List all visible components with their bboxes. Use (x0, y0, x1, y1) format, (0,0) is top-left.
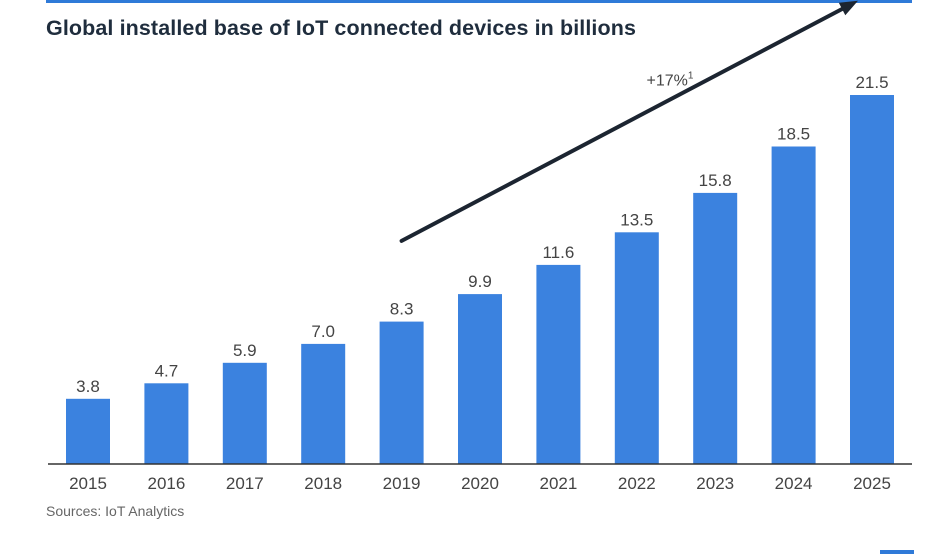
tick-label-2022: 2022 (618, 474, 656, 493)
growth-annotation-footnote: 1 (688, 71, 694, 82)
value-label-2023: 15.8 (699, 171, 732, 190)
value-label-2017: 5.9 (233, 341, 257, 360)
bars-group (66, 95, 894, 465)
tick-label-2021: 2021 (539, 474, 577, 493)
tick-label-2024: 2024 (775, 474, 813, 493)
source-note: Sources: IoT Analytics (46, 503, 185, 519)
tick-label-2015: 2015 (69, 474, 107, 493)
value-label-2018: 7.0 (311, 322, 335, 341)
growth-annotation-label: +17%1 (647, 71, 694, 90)
tick-label-2019: 2019 (383, 474, 421, 493)
growth-arrow-head (838, 0, 858, 16)
bar-2023 (693, 192, 738, 464)
value-labels-group: 3.8 4.7 5.9 7.0 8.3 9.9 11.6 13.5 15.8 18.5 21.5 (76, 73, 888, 396)
value-label-2022: 13.5 (620, 210, 653, 229)
bar-2019 (379, 321, 424, 464)
corner-accent (880, 550, 914, 554)
bar-2022 (614, 232, 659, 464)
bar-2017 (222, 362, 267, 465)
tick-label-2017: 2017 (226, 474, 264, 493)
bar-2024 (771, 146, 816, 464)
value-label-2024: 18.5 (777, 125, 810, 144)
tick-label-2018: 2018 (304, 474, 342, 493)
value-label-2016: 4.7 (155, 361, 179, 380)
value-label-2015: 3.8 (76, 377, 100, 396)
bar-2020 (458, 294, 502, 464)
value-label-2021: 11.6 (542, 243, 574, 262)
value-label-2019: 8.3 (390, 300, 414, 319)
tick-labels-group: 2015 2016 2017 2018 2019 2020 2021 2022 2023 2024… (69, 474, 891, 493)
bar-2021 (536, 264, 581, 464)
chart-title: Global installed base of IoT connected d… (46, 16, 637, 40)
growth-arrow-line (399, 7, 845, 243)
value-label-2025: 21.5 (855, 73, 888, 92)
tick-label-2016: 2016 (147, 474, 185, 493)
top-accent-rule (46, 0, 912, 3)
tick-label-2020: 2020 (461, 474, 499, 493)
value-label-2020: 9.9 (468, 272, 492, 291)
tick-label-2025: 2025 (853, 474, 891, 493)
growth-annotation: +17%1 (399, 0, 858, 243)
bar-2018 (301, 343, 346, 464)
bar-2025 (850, 95, 894, 464)
tick-label-2023: 2023 (696, 474, 734, 493)
bar-2016 (144, 383, 189, 464)
bar-2015 (66, 398, 110, 464)
